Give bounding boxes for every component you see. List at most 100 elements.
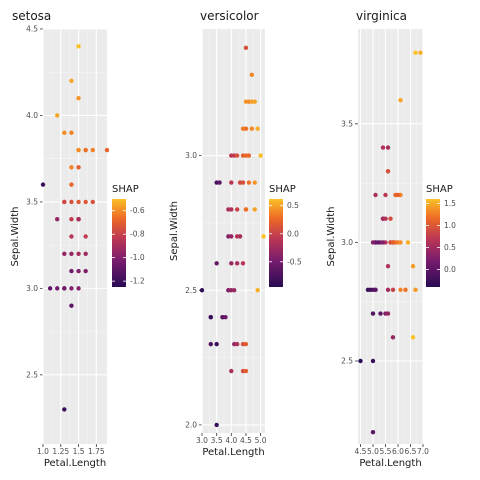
legend-colorbar (112, 199, 126, 287)
data-point (370, 311, 376, 316)
x-tick-label: 1.75 (88, 447, 105, 456)
data-point (76, 268, 81, 274)
data-point (229, 368, 234, 374)
facet-title: versicolor (200, 9, 259, 23)
data-point (243, 207, 249, 212)
data-point (418, 50, 423, 55)
x-tick-label: 3.0 (196, 436, 208, 445)
data-point (76, 251, 81, 256)
data-point (246, 180, 252, 185)
data-point (385, 263, 391, 269)
x-axis-title: Petal.Length (44, 458, 106, 469)
x-tick-label: 4.0 (225, 436, 237, 445)
data-point (395, 192, 401, 198)
data-point (69, 234, 74, 239)
data-point (380, 145, 386, 150)
data-point (69, 217, 74, 222)
data-point (83, 147, 88, 153)
data-point (69, 182, 74, 187)
data-point (252, 180, 257, 185)
x-tick-label: 5.0 (255, 436, 267, 445)
legend-tick-label: 1.5 (444, 199, 456, 208)
data-point (405, 240, 411, 245)
data-point (380, 240, 386, 245)
y-tick-label: 4.5 (26, 25, 38, 34)
facet-title: setosa (12, 9, 51, 23)
x-tick-label: 4.5 (355, 447, 367, 456)
data-point (69, 199, 74, 205)
data-point (398, 240, 403, 245)
legend-tick-label: -1.0 (130, 253, 145, 262)
data-point (373, 287, 378, 293)
data-point (383, 192, 388, 198)
color-legend: SHAP 1.5 1.0 0.5 0.0 (426, 184, 456, 287)
data-point (258, 153, 263, 158)
data-point (226, 288, 231, 293)
data-point (76, 147, 81, 153)
x-axis-title: Petal.Length (202, 447, 264, 458)
data-point (370, 429, 376, 435)
y-tick-label: 3.0 (185, 151, 197, 160)
data-point (249, 126, 255, 131)
data-point (83, 199, 88, 205)
data-point (252, 99, 257, 104)
data-point (373, 192, 378, 198)
data-point (243, 368, 249, 374)
data-point (217, 180, 222, 185)
data-point (232, 341, 237, 347)
data-point (47, 286, 53, 291)
data-point (69, 303, 74, 308)
data-point (358, 358, 363, 364)
data-point (69, 286, 74, 291)
color-legend: SHAP -0.6 -0.8 -1.0 -1.2 (112, 184, 145, 287)
legend-title: SHAP (112, 184, 139, 195)
data-point (385, 287, 391, 293)
data-point (214, 341, 219, 347)
data-point (90, 147, 95, 153)
data-point (234, 234, 240, 239)
data-point (69, 251, 74, 256)
facet-title: virginica (356, 9, 407, 23)
legend-title: SHAP (269, 184, 296, 195)
data-point (76, 217, 81, 222)
y-axis-title: Sepal.Width (326, 207, 337, 267)
data-point (390, 287, 396, 293)
y-tick-label: 2.5 (26, 370, 38, 379)
y-tick-label: 3.0 (26, 284, 38, 293)
data-point (55, 286, 60, 291)
data-point (76, 95, 81, 101)
data-point (69, 130, 74, 135)
x-tick-label: 6.0 (392, 447, 404, 456)
x-tick-label: 7.0 (417, 447, 429, 456)
data-point (413, 50, 418, 55)
data-point (234, 153, 240, 158)
data-point (249, 72, 255, 77)
data-point (368, 287, 373, 293)
data-point (385, 169, 391, 174)
legend-tick-label: 0.5 (287, 201, 299, 210)
data-point (383, 216, 388, 221)
data-point (243, 126, 249, 131)
data-point (246, 153, 252, 158)
data-point (398, 97, 403, 103)
data-point (385, 145, 391, 150)
data-point (220, 314, 225, 320)
data-point (229, 180, 234, 185)
data-point (234, 261, 240, 266)
data-point (62, 130, 67, 135)
panel-background (43, 29, 107, 444)
data-point (76, 199, 81, 205)
color-legend: SHAP 0.5 0.0 -0.5 (269, 184, 302, 287)
data-point (55, 217, 60, 222)
data-point (40, 182, 46, 187)
legend-colorbar (426, 199, 440, 287)
panel-background (358, 29, 423, 444)
data-point (214, 422, 219, 428)
data-point (62, 251, 67, 256)
y-tick-label: 2.0 (185, 420, 197, 429)
y-tick-label: 2.5 (341, 357, 353, 366)
data-point (208, 314, 213, 320)
legend-tick-label: -1.2 (130, 277, 145, 286)
data-point (229, 261, 234, 266)
